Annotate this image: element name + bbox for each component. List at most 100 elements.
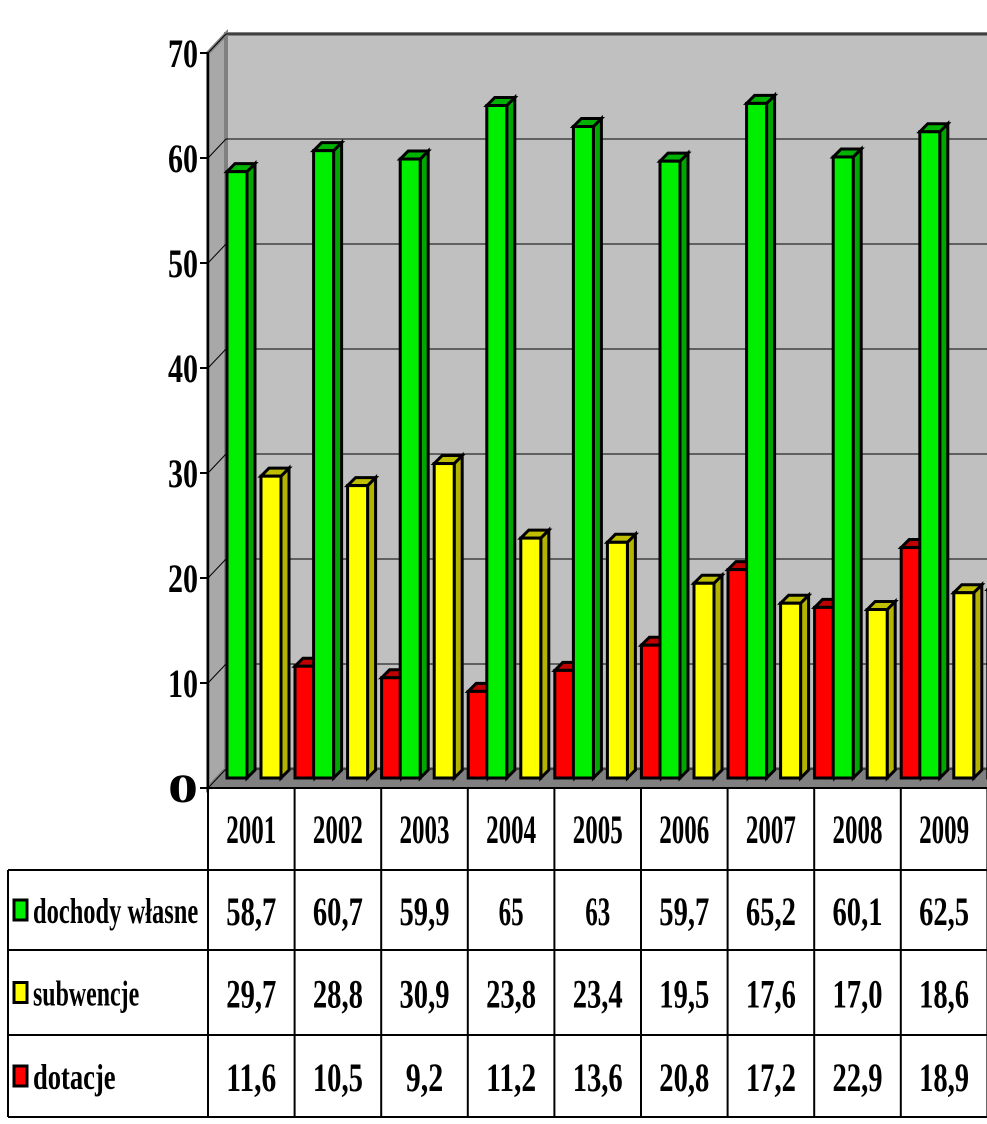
bar	[569, 114, 606, 782]
y-tick-label: 50	[168, 241, 198, 286]
gridline-side	[207, 33, 227, 54]
bar-front	[312, 149, 336, 780]
data-table: 2001 2002 2003 2004 2005 2006 2007 2008 2009 doch…	[7, 787, 987, 1118]
bar	[742, 91, 779, 782]
bar	[656, 149, 692, 782]
data-label: 23,4	[573, 972, 623, 1017]
bar-front	[726, 568, 750, 780]
bar	[603, 530, 640, 782]
data-label: 9,2	[406, 1055, 444, 1100]
legend-label: subwencje	[33, 974, 139, 1014]
y-tick-label: 0	[168, 766, 198, 811]
data-label: 28,8	[313, 972, 363, 1017]
x-tick-label: 2008	[833, 807, 883, 852]
bar-front	[293, 664, 317, 780]
x-tick-label: 2004	[486, 807, 536, 852]
bar	[483, 93, 519, 782]
data-label: 63	[585, 889, 610, 934]
bar-front	[432, 462, 456, 780]
bar	[690, 571, 726, 782]
data-label: 59,7	[659, 889, 709, 934]
x-tick-label: 2002	[313, 807, 363, 852]
legend-swatch	[12, 898, 29, 922]
data-label: 18,9	[919, 1055, 969, 1100]
data-label: 18,6	[919, 972, 969, 1017]
y-tick-label: 30	[168, 451, 198, 496]
gridline-side	[207, 558, 227, 579]
bar-front	[398, 157, 422, 780]
bar	[309, 139, 346, 782]
bar	[257, 464, 293, 782]
bar-front	[553, 668, 577, 780]
gridline-side	[207, 138, 227, 159]
bar	[916, 120, 952, 782]
bar	[829, 145, 865, 782]
data-label: 17,6	[746, 972, 796, 1017]
legend-swatch	[12, 1064, 29, 1088]
gridline-side	[207, 768, 227, 789]
bar-front	[952, 591, 976, 780]
bar-front	[519, 536, 543, 780]
y-tick-label: 40	[168, 346, 198, 391]
bar-front	[466, 689, 490, 780]
data-label: 22,9	[833, 1055, 883, 1100]
data-label: 58,7	[226, 889, 276, 934]
legend-swatch	[12, 981, 29, 1004]
bar	[223, 160, 259, 782]
data-label: 29,7	[226, 972, 276, 1017]
bar-front	[605, 540, 629, 780]
y-tick-label: 20	[168, 556, 198, 601]
x-tick-label: 2005	[573, 807, 623, 852]
bar-front	[692, 581, 716, 780]
gridline-side	[207, 663, 227, 684]
bars	[223, 91, 987, 782]
data-label: 30,9	[400, 972, 450, 1017]
bar-front	[225, 170, 249, 780]
data-label: 17,0	[833, 972, 883, 1017]
data-label: 23,8	[486, 972, 536, 1017]
bar	[430, 451, 466, 782]
gridline-side	[207, 243, 227, 264]
y-axis: 0 10 20 30 40 50 60 70	[168, 31, 209, 811]
bar-front	[779, 601, 803, 780]
x-tick-label: 2007	[746, 807, 796, 852]
bar-front	[899, 546, 923, 780]
data-label: 62,5	[919, 889, 969, 934]
bar-front	[831, 155, 855, 780]
data-label: 59,9	[400, 889, 450, 934]
bar-front	[745, 101, 769, 780]
bar-front	[918, 130, 942, 780]
data-label: 11,6	[226, 1055, 276, 1100]
data-label: 11,2	[486, 1055, 536, 1100]
data-label: 60,1	[833, 889, 883, 934]
side-wall	[206, 28, 228, 794]
data-label: 17,2	[746, 1055, 796, 1100]
bar-front	[639, 643, 663, 780]
y-tick-label: 10	[168, 661, 198, 706]
bar	[776, 591, 813, 782]
x-tick-label: 2001	[226, 807, 276, 852]
x-tick-label: 2009	[919, 807, 969, 852]
bar-front	[571, 125, 595, 780]
x-tick-label: 2006	[659, 807, 709, 852]
bar	[863, 597, 899, 782]
bar-front	[658, 159, 682, 780]
bar-front	[259, 474, 283, 780]
legend-label: dochody własne	[33, 891, 198, 931]
data-label: 19,5	[659, 972, 709, 1017]
bar-front	[813, 605, 837, 780]
y-tick-label: 70	[168, 31, 198, 76]
data-label: 10,5	[313, 1055, 363, 1100]
bar-front	[380, 676, 404, 780]
bar	[517, 526, 553, 782]
gridline-side	[207, 453, 227, 474]
data-label: 20,8	[659, 1055, 709, 1100]
data-label: 65	[499, 889, 524, 934]
data-label: 13,6	[573, 1055, 623, 1100]
x-tick-label: 2003	[400, 807, 450, 852]
bar-front	[865, 608, 889, 780]
data-label: 60,7	[313, 889, 363, 934]
bar	[396, 147, 432, 782]
